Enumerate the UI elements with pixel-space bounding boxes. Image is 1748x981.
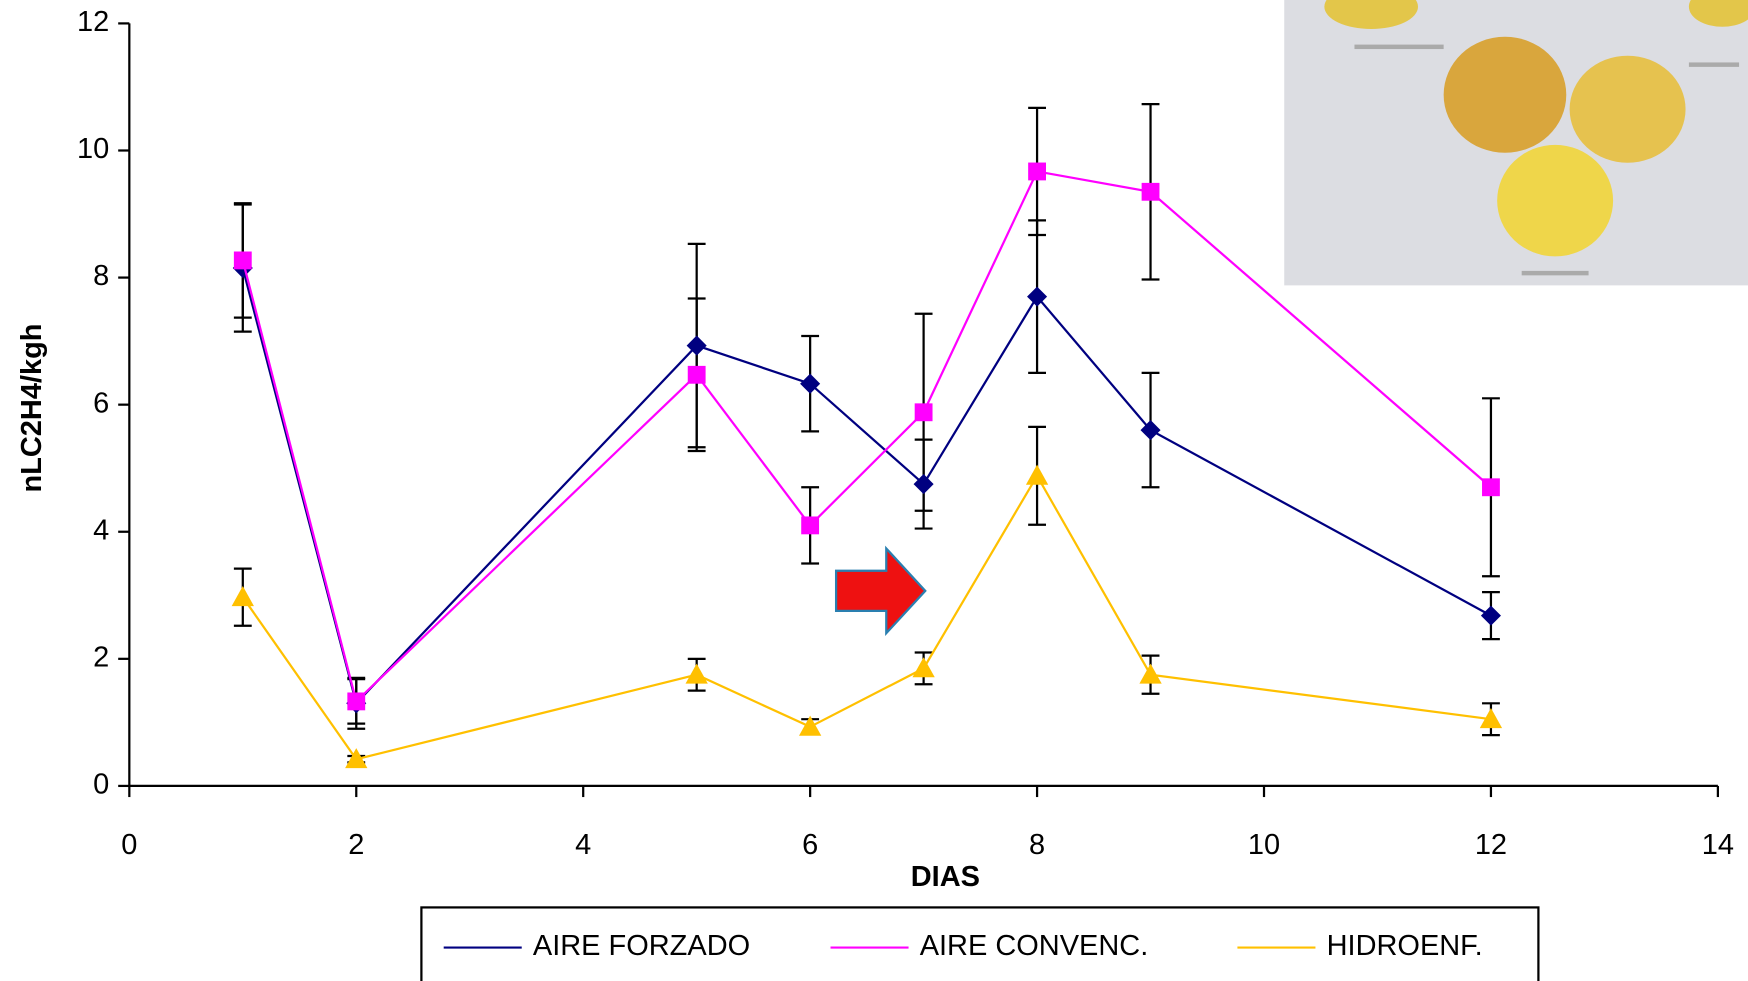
marker [231,586,254,607]
series-line [241,170,1492,704]
y-axis-label: nLC2H4/kgh [16,323,48,492]
legend-label: AIRE CONVENC. [920,930,1149,962]
marker [345,748,368,769]
marker [913,474,934,495]
y-tick-label: 8 [93,260,109,292]
legend-label: AIRE FORZADO [533,930,750,962]
marker [1482,478,1500,497]
marker [1025,464,1049,485]
x-tick-label: 14 [1702,829,1734,861]
marker [800,373,821,394]
series-line [241,267,1492,706]
series-line [241,473,1492,761]
y-tick-label: 2 [93,641,109,673]
marker [233,251,252,270]
marker [1141,182,1160,201]
marker [687,365,706,384]
marker [1027,286,1048,307]
x-tick-label: 4 [575,829,591,861]
marker [685,663,708,684]
marker [1140,420,1161,441]
x-tick-label: 10 [1248,829,1280,861]
y-tick-label: 10 [77,133,109,165]
x-tick-label: 6 [802,829,818,861]
marker [1479,708,1503,729]
y-tick-label: 6 [93,387,109,419]
y-tick-label: 12 [77,6,109,38]
y-tick-label: 0 [93,769,109,801]
marker [798,715,822,736]
marker [1480,605,1501,626]
photo-inset [1284,0,1748,286]
legend-label: HIDROENF. [1327,930,1483,962]
x-tick-label: 0 [121,829,137,861]
marker [347,692,366,711]
marker [686,335,707,356]
legend [420,906,1540,981]
marker [912,657,935,678]
arrow [834,545,927,637]
marker [801,516,820,535]
x-tick-label: 8 [1029,829,1045,861]
marker [1028,162,1046,181]
marker [914,403,933,422]
x-tick-label: 12 [1475,829,1507,861]
plot-area [118,22,1719,958]
marker [1139,663,1162,684]
y-tick-label: 4 [93,514,109,546]
x-axis-label: DIAS [911,861,980,893]
x-tick-label: 2 [348,829,364,861]
